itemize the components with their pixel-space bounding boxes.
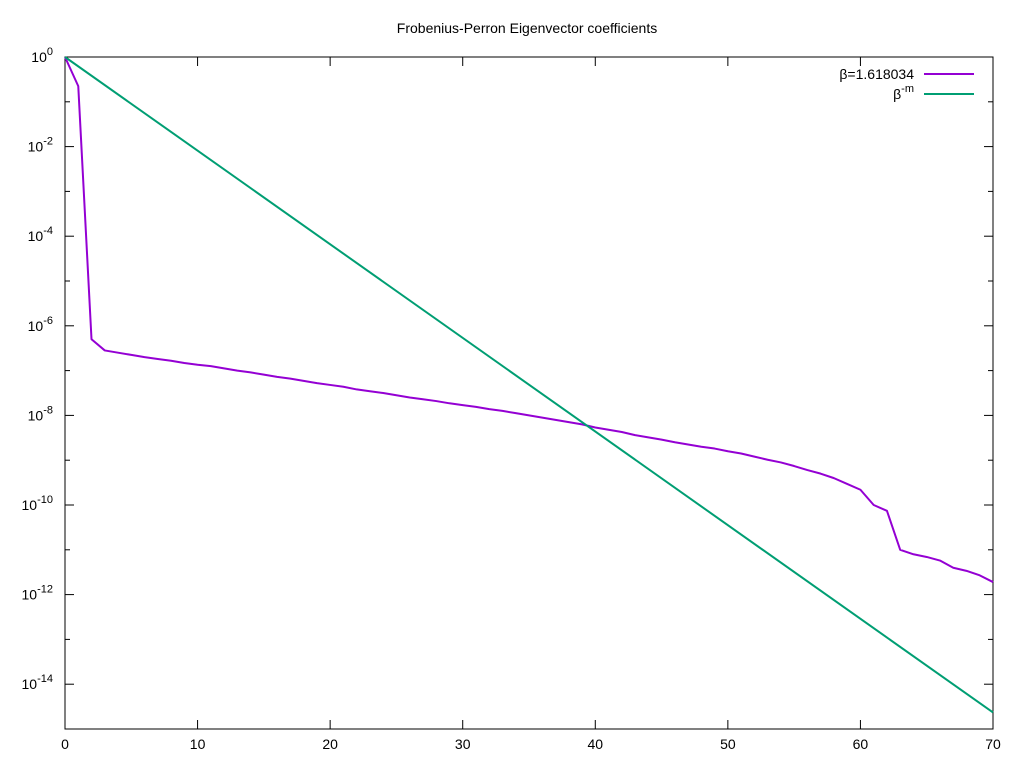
y-tick-label: 10-10 <box>22 494 53 513</box>
plot-frame <box>64 56 994 730</box>
y-tick-label-base: 10 <box>28 407 44 423</box>
y-tick-label-base: 10 <box>28 139 44 155</box>
y-tick-label-exponent: -10 <box>37 494 53 506</box>
x-axis-ticks: 0 10 20 30 40 50 60 70 <box>61 57 1001 752</box>
y-tick-label-exponent: -4 <box>43 225 53 237</box>
y-tick-label-base: 10 <box>22 587 38 603</box>
y-tick-label: 10-12 <box>22 584 53 603</box>
legend-label-text: β <box>893 86 901 102</box>
legend-label-1: β=1.618034 <box>839 66 914 82</box>
series-line-2 <box>64 56 994 714</box>
x-tick-label: 20 <box>322 736 338 752</box>
series-lines <box>64 56 994 714</box>
y-tick-label-base: 10 <box>31 49 47 65</box>
x-tick-label: 30 <box>455 736 471 752</box>
y-tick-label-exponent: 0 <box>47 46 53 58</box>
y-tick-label-base: 10 <box>28 318 44 334</box>
y-tick-label-exponent: -6 <box>43 315 53 327</box>
y-tick-label: 10-6 <box>28 315 53 334</box>
y-tick-label-base: 10 <box>22 497 38 513</box>
y-tick-label: 10-14 <box>22 673 53 692</box>
y-tick-label-exponent: -2 <box>43 136 53 148</box>
y-tick-label-base: 10 <box>28 228 44 244</box>
y-tick-label: 100 <box>31 46 53 65</box>
y-tick-label: 10-4 <box>28 225 53 244</box>
legend-label-2: β-m <box>893 83 914 102</box>
x-tick-label: 40 <box>587 736 603 752</box>
legend-label-text: β=1.618034 <box>839 66 914 82</box>
series-line-1 <box>64 56 994 583</box>
x-tick-label: 70 <box>985 736 1001 752</box>
legend-label-superscript: -m <box>901 83 914 95</box>
y-tick-label-exponent: -14 <box>37 673 53 685</box>
y-tick-label: 10-8 <box>28 404 53 423</box>
x-tick-label: 50 <box>720 736 736 752</box>
y-tick-label-exponent: -12 <box>37 584 53 596</box>
y-tick-label-base: 10 <box>22 676 38 692</box>
y-tick-label: 10-2 <box>28 136 53 155</box>
x-tick-label: 0 <box>61 736 69 752</box>
x-tick-label: 10 <box>190 736 206 752</box>
chart-title: Frobenius-Perron Eigenvector coefficient… <box>397 20 657 36</box>
y-tick-label-exponent: -8 <box>43 404 53 416</box>
x-tick-label: 60 <box>853 736 869 752</box>
